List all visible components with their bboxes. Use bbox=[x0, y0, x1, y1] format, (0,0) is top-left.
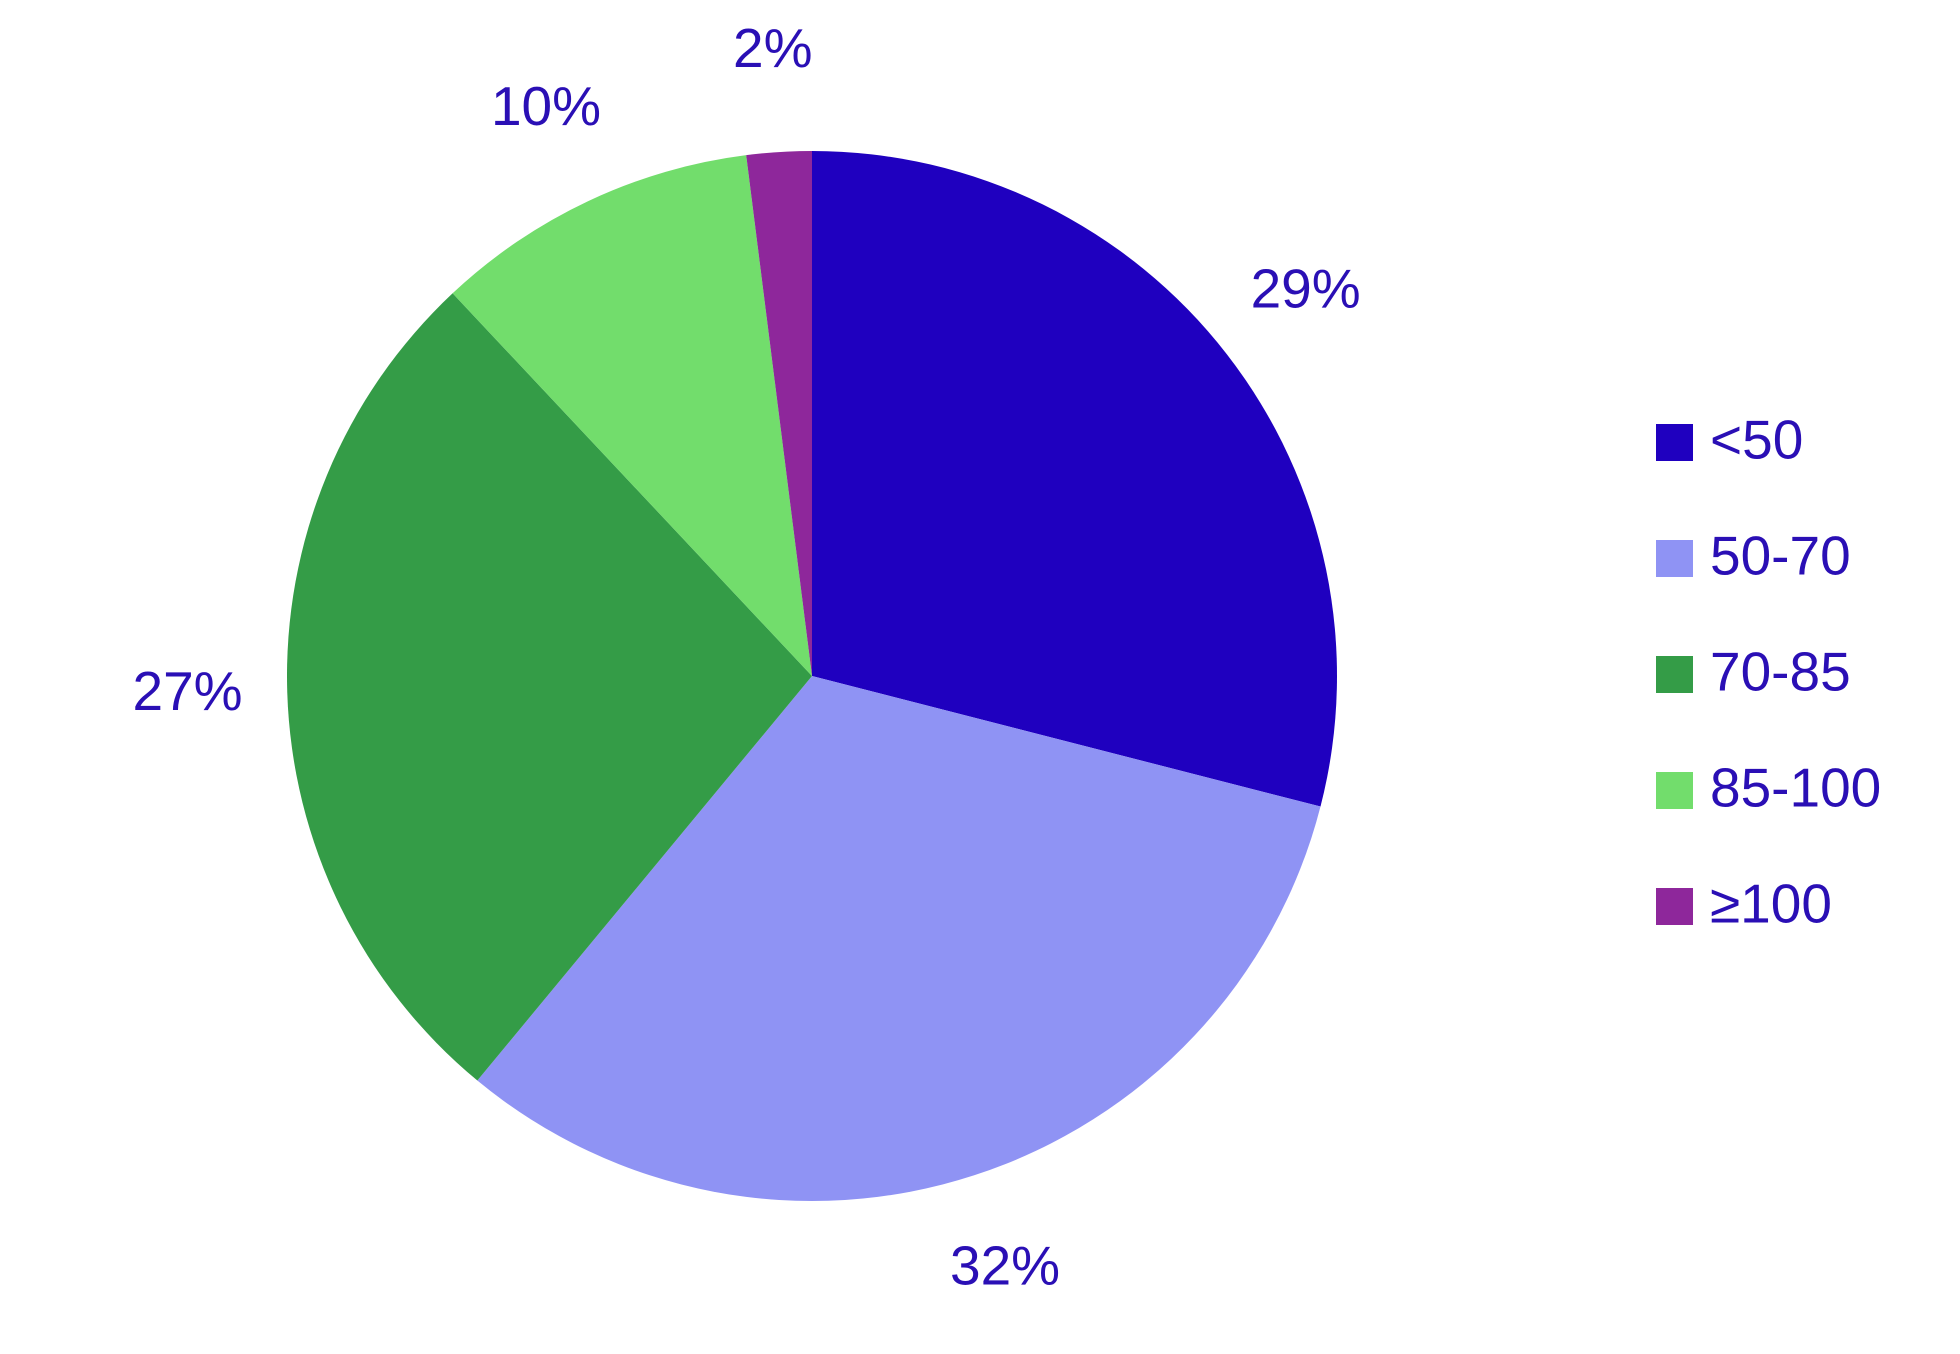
pie-slice bbox=[452, 155, 812, 677]
data-label: 27% bbox=[133, 660, 243, 722]
legend-swatch bbox=[1656, 888, 1693, 925]
pie-slice bbox=[746, 151, 812, 676]
legend-swatch bbox=[1656, 772, 1693, 809]
legend-swatch bbox=[1656, 424, 1693, 461]
legend-label: <50 bbox=[1710, 409, 1803, 471]
data-label: 32% bbox=[950, 1235, 1060, 1297]
pie-slice bbox=[812, 151, 1337, 807]
legend-label: 50-70 bbox=[1710, 525, 1851, 587]
data-label: 29% bbox=[1251, 258, 1361, 320]
data-label: 2% bbox=[733, 17, 813, 79]
legend-label: 70-85 bbox=[1710, 641, 1851, 703]
legend-label: ≥100 bbox=[1710, 873, 1832, 935]
legend-swatch bbox=[1656, 656, 1693, 693]
data-label: 10% bbox=[491, 75, 601, 137]
legend-label: 85-100 bbox=[1710, 757, 1881, 819]
pie-slice bbox=[477, 676, 1321, 1201]
pie-slice bbox=[287, 293, 812, 1081]
legend-swatch bbox=[1656, 540, 1693, 577]
